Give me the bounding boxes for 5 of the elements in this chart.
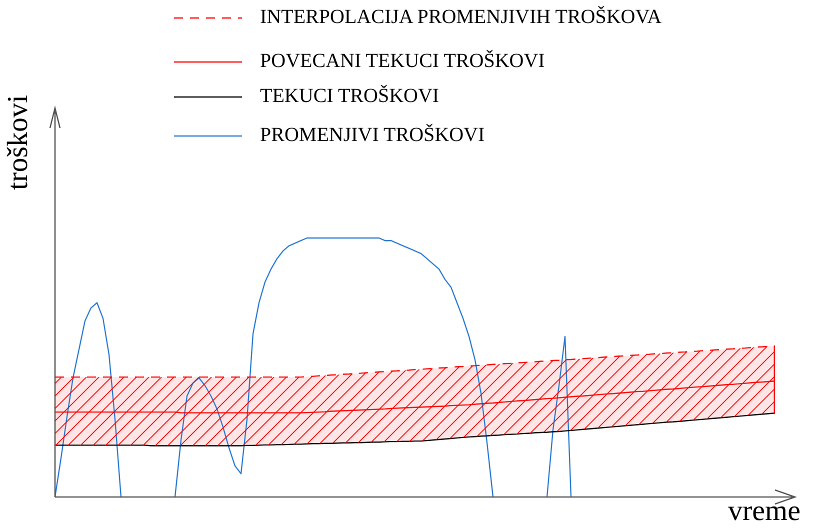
- legend-label: INTERPOLACIJA PROMENJIVIH TROŠKOVA: [260, 6, 662, 29]
- legend-label: TEKUCI TROŠKOVI: [260, 85, 440, 108]
- legend-label: POVECANI TEKUCI TROŠKOVI: [260, 50, 545, 73]
- y-axis-title: troškovi: [2, 94, 34, 190]
- legend-label: PROMENJIVI TROŠKOVI: [260, 124, 485, 147]
